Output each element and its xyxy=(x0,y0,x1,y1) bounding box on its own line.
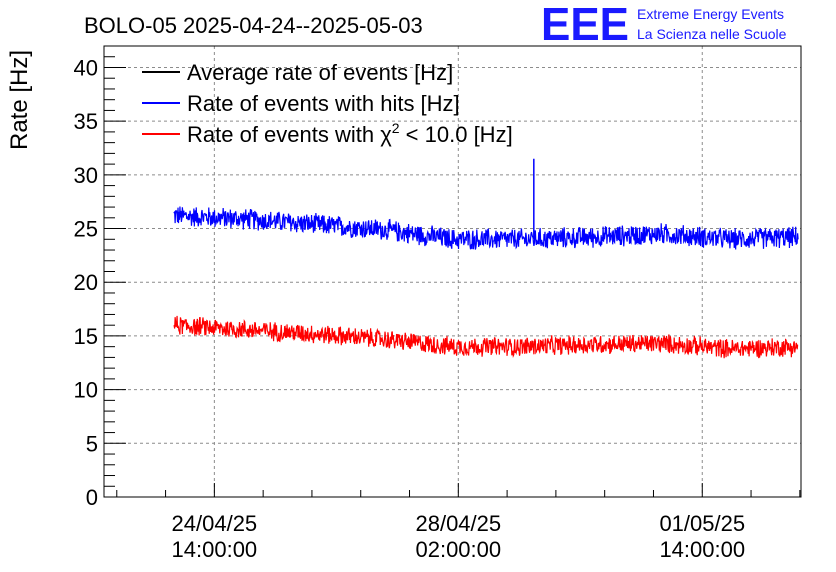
x-tick-labels: 24/04/2514:00:0028/04/2502:00:0001/05/25… xyxy=(172,511,746,562)
x-tick-date: 28/04/25 xyxy=(415,511,501,536)
plot-frame xyxy=(103,45,802,498)
series-line-2 xyxy=(173,315,799,359)
x-tick-date: 24/04/25 xyxy=(172,511,258,536)
y-tick-label: 20 xyxy=(74,270,98,295)
x-tick-date: 01/05/25 xyxy=(659,511,745,536)
y-tick-label: 30 xyxy=(74,163,98,188)
legend-label-average: Average rate of events [Hz] xyxy=(187,60,453,85)
plot-series xyxy=(173,158,799,359)
series-line-1 xyxy=(173,206,799,250)
y-tick-label: 10 xyxy=(74,378,98,403)
logo-line-2: La Scienza nelle Scuole xyxy=(637,26,787,42)
legend-label-chi2: Rate of events with χ2 < 10.0 [Hz] xyxy=(187,120,513,147)
y-tick-label: 0 xyxy=(86,485,98,510)
y-tick-label: 5 xyxy=(86,431,98,456)
eee-logo: EEE xyxy=(541,0,629,50)
x-tick-time: 14:00:00 xyxy=(172,537,258,562)
x-tick-time: 02:00:00 xyxy=(415,537,501,562)
x-tick-time: 14:00:00 xyxy=(659,537,745,562)
grid-lines xyxy=(104,46,801,497)
y-tick-label: 25 xyxy=(74,217,98,242)
logo-line-1: Extreme Energy Events xyxy=(637,6,784,22)
legend: Average rate of events [Hz] Rate of even… xyxy=(142,60,513,147)
legend-label-hits: Rate of events with hits [Hz] xyxy=(187,91,460,116)
y-tick-labels: 0 5 10 15 20 25 30 35 40 xyxy=(74,55,98,510)
chart-title: BOLO-05 2025-04-24--2025-05-03 xyxy=(84,13,423,38)
axes xyxy=(103,45,802,498)
y-tick-label: 35 xyxy=(74,109,98,134)
y-axis-label: Rate [Hz] xyxy=(6,50,33,150)
y-tick-label: 15 xyxy=(74,324,98,349)
y-tick-label: 40 xyxy=(74,55,98,80)
